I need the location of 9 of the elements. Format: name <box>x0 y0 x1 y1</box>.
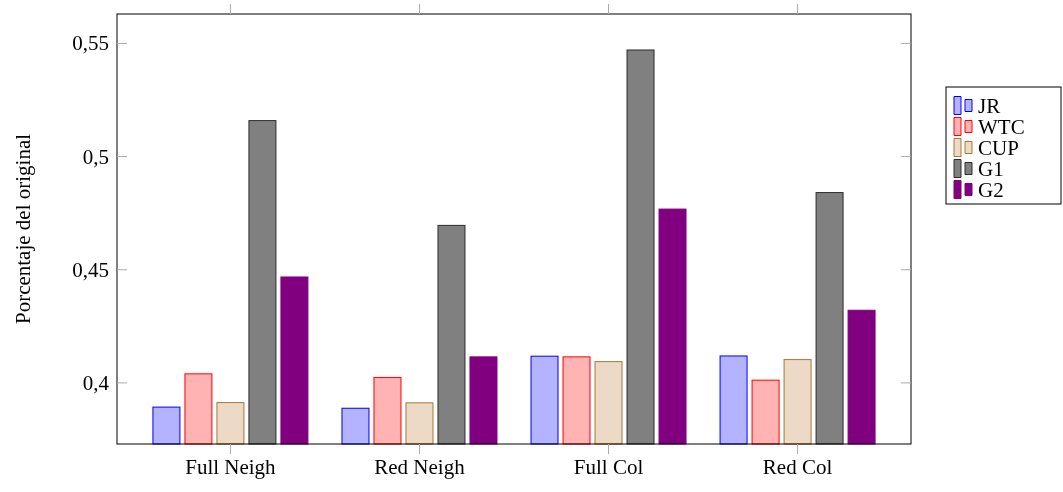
x-tick-label: Full Col <box>573 455 644 479</box>
y-tick-label: 0,4 <box>82 370 110 395</box>
y-tick-label: 0,45 <box>72 257 109 282</box>
y-axis-title: Porcentaje del original <box>11 133 35 325</box>
x-tick-label: Full Neigh <box>185 455 277 479</box>
y-tick-label: 0,55 <box>72 31 109 56</box>
y-tick-label: 0,5 <box>82 144 109 169</box>
x-tick-label: Red Neigh <box>374 455 466 479</box>
x-tick-label: Red Col <box>762 455 833 479</box>
